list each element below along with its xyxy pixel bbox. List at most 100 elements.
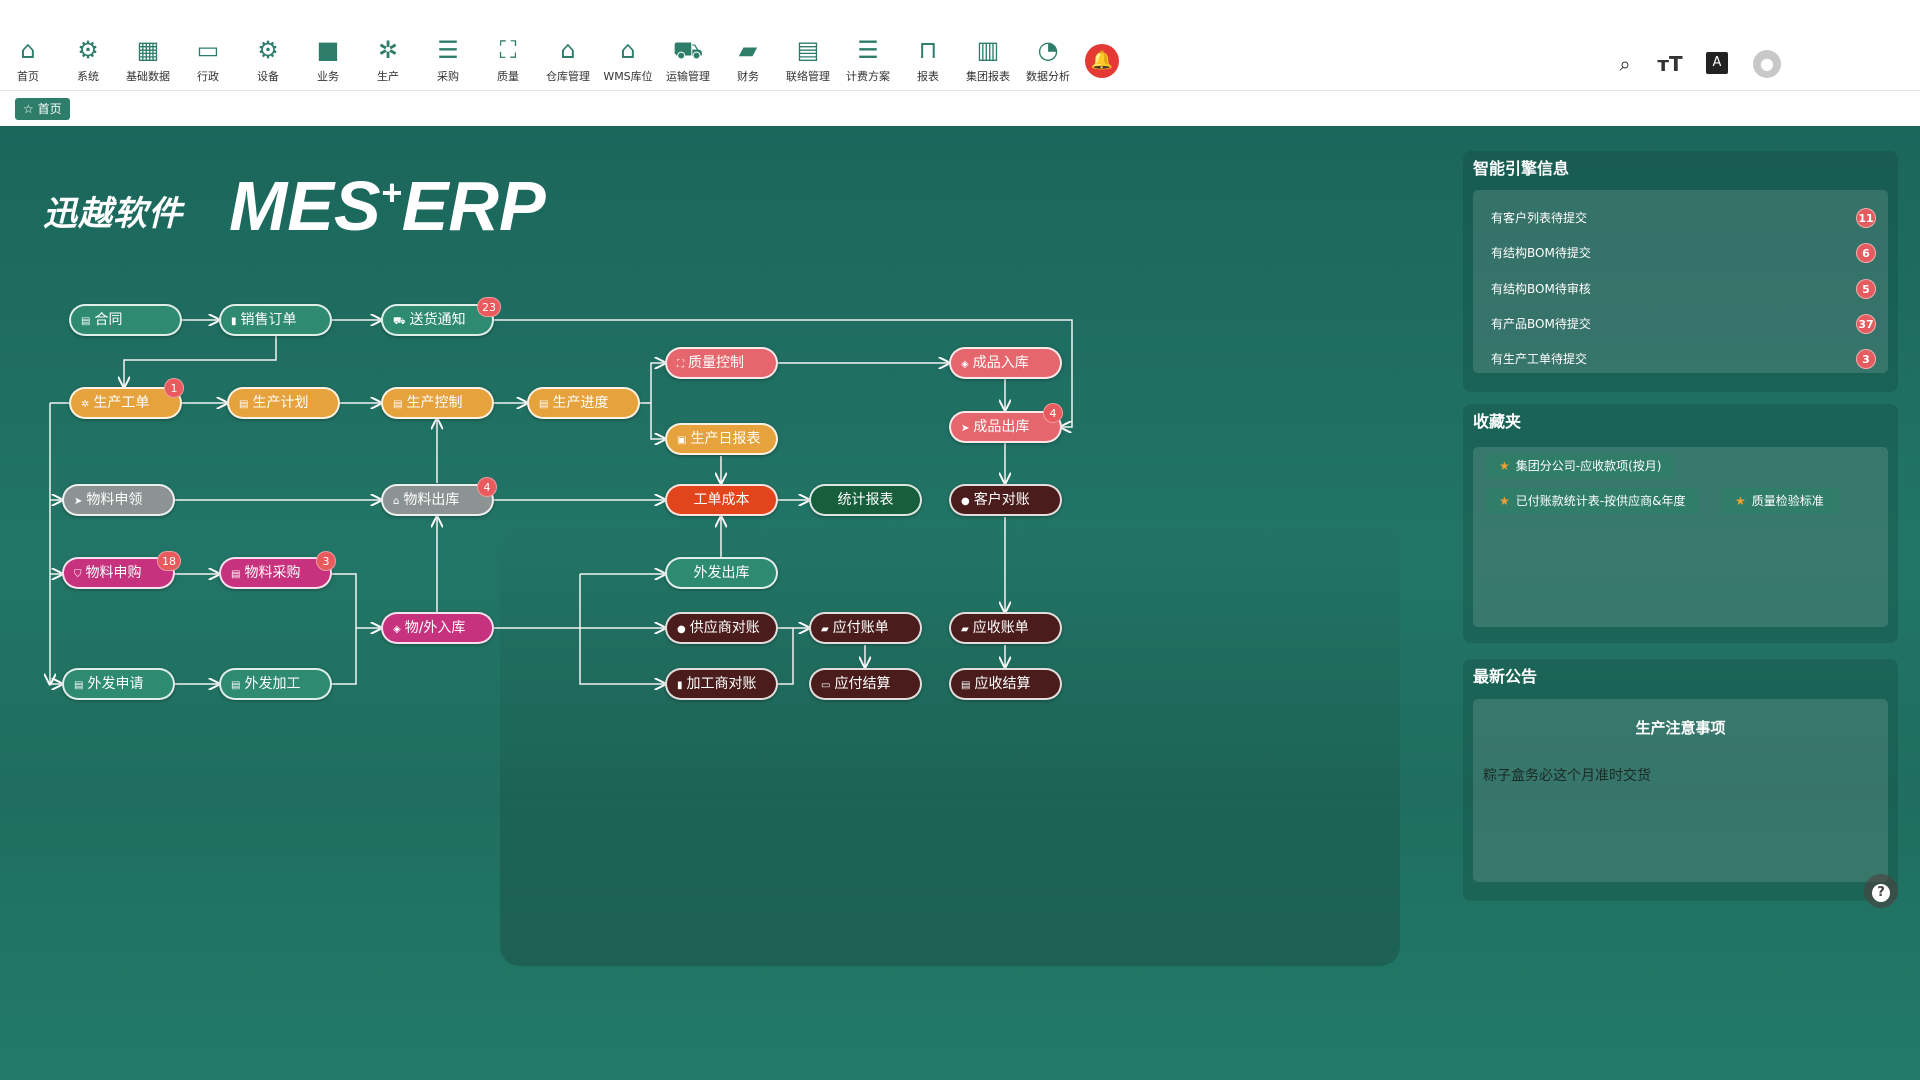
nav-production[interactable]: ✲ 生产: [358, 36, 418, 84]
node-pay-settle[interactable]: ▭ 应付结算: [809, 668, 922, 700]
office-icon: ▥: [976, 36, 1000, 64]
node-recv-settle[interactable]: ▤ 应收结算: [949, 668, 1062, 700]
translate-icon[interactable]: A: [1706, 52, 1728, 74]
scan-icon: ⛶: [499, 36, 517, 64]
presentation-icon: ⊓: [918, 36, 938, 64]
badge-delivery-notice: 23: [477, 297, 501, 317]
node-wo-cost[interactable]: 工单成本: [665, 484, 778, 516]
nav-group-reports[interactable]: ▥ 集团报表: [958, 36, 1018, 84]
node-daily-report[interactable]: ▣ 生产日报表: [665, 423, 778, 455]
avatar-icon[interactable]: ●: [1753, 50, 1781, 78]
count-badge: 11: [1856, 208, 1876, 228]
cart-icon: ⛉: [74, 569, 82, 580]
list-icon: ▤: [393, 399, 403, 410]
nav-billing[interactable]: ☰ 计费方案: [838, 36, 898, 84]
document-icon: ▤: [81, 316, 91, 327]
node-payable[interactable]: ▰ 应付账单: [809, 612, 922, 644]
node-prod-progress[interactable]: ▤ 生产进度: [527, 387, 640, 419]
node-processor-recon[interactable]: ▮ 加工商对账: [665, 668, 778, 700]
font-size-icon[interactable]: тT: [1657, 52, 1683, 76]
favorite-item[interactable]: ★ 已付账款统计表-按供应商&年度: [1485, 488, 1700, 514]
favorite-item[interactable]: ★ 集团分公司-应收款项(按月): [1485, 453, 1676, 479]
node-mat-request[interactable]: ➤ 物料申领: [62, 484, 175, 516]
nav-equipment[interactable]: ⚙ 设备: [238, 36, 298, 84]
notice-panel: 最新公告 生产注意事项 粽子盒务必这个月准时交货: [1463, 659, 1898, 901]
nav-wms[interactable]: ⌂ WMS库位: [598, 36, 658, 84]
building-icon: ▦: [136, 36, 160, 64]
logo-product: MES+ERP: [229, 167, 546, 245]
star-icon: ★: [1499, 494, 1510, 508]
favorite-item[interactable]: ★ 质量检验标准: [1721, 488, 1838, 514]
node-prod-plan[interactable]: ▤ 生产计划: [227, 387, 340, 419]
nav-warehouse[interactable]: ⌂ 仓库管理: [538, 36, 598, 84]
node-prod-control[interactable]: ▤ 生产控制: [381, 387, 494, 419]
node-outsource-apply[interactable]: ▤ 外发申请: [62, 668, 175, 700]
warehouse-icon: ⌂: [560, 36, 576, 64]
nav-data-analysis[interactable]: ◔ 数据分析: [1018, 36, 1078, 84]
gear-icon: ⚙: [257, 36, 279, 64]
search-icon[interactable]: ⌕: [1619, 52, 1631, 76]
count-badge: 5: [1856, 279, 1876, 299]
notice-card[interactable]: 生产注意事项 粽子盒务必这个月准时交货: [1473, 699, 1888, 882]
node-outsource-process[interactable]: ▤ 外发加工: [219, 668, 332, 700]
node-contract[interactable]: ▤ 合同: [69, 304, 182, 336]
engine-panel: 智能引擎信息 有客户列表待提交 11 有结构BOM待提交 6 有结构BOM待审核 5 …: [1463, 151, 1898, 392]
briefcase-icon: ■: [316, 36, 340, 64]
nav-purchase[interactable]: ☰ 采购: [418, 36, 478, 84]
form-icon: ▤: [74, 680, 84, 691]
nav-system[interactable]: ⚙ 系统: [58, 36, 118, 84]
count-badge: 37: [1856, 314, 1876, 334]
tab-home[interactable]: ☆ 首页: [15, 98, 70, 120]
engine-item[interactable]: 有生产工单待提交 3: [1491, 347, 1876, 371]
nav-contact[interactable]: ▤ 联络管理: [778, 36, 838, 84]
star-icon: ☆: [23, 102, 38, 116]
node-stats-report[interactable]: 统计报表: [809, 484, 922, 516]
node-work-order[interactable]: ✲ 生产工单: [69, 387, 182, 419]
background-building-image: [500, 516, 1400, 966]
favorites-panel: 收藏夹 ★ 集团分公司-应收款项(按月) ★ 已付账款统计表-按供应商&年度 ★ 质量…: [1463, 404, 1898, 643]
node-receivable[interactable]: ▰ 应收账单: [949, 612, 1062, 644]
engine-item[interactable]: 有产品BOM待提交 37: [1491, 312, 1876, 336]
engine-item[interactable]: 有结构BOM待审核 5: [1491, 277, 1876, 301]
node-sales-order[interactable]: ▮ 销售订单: [219, 304, 332, 336]
favorites-title: 收藏夹: [1473, 412, 1522, 431]
nav-home[interactable]: ⌂ 首页: [0, 36, 58, 84]
node-in-stock[interactable]: ◈ 物/外入库: [381, 612, 494, 644]
star-icon: ★: [1735, 494, 1746, 508]
box-icon: ◈: [961, 359, 969, 370]
report-icon: ▣: [677, 435, 687, 446]
node-mat-out[interactable]: ⌂ 物料出库: [381, 484, 494, 516]
node-fg-in[interactable]: ◈ 成品入库: [949, 347, 1062, 379]
node-customer-recon[interactable]: ● 客户对账: [949, 484, 1062, 516]
engine-item[interactable]: 有结构BOM待提交 6: [1491, 241, 1876, 265]
chat-icon: ▤: [796, 36, 820, 64]
nav-reports[interactable]: ⊓ 报表: [898, 36, 958, 84]
ship-icon: ➤: [961, 423, 970, 434]
wallet-icon: ▰: [738, 36, 758, 64]
question-icon: ?: [1872, 884, 1890, 902]
clipboard-icon: ☰: [437, 36, 459, 64]
nav-basic-data[interactable]: ▦ 基础数据: [118, 36, 178, 84]
truck-icon: ⛟: [393, 316, 406, 327]
node-supplier-recon[interactable]: ● 供应商对账: [665, 612, 778, 644]
nav-quality[interactable]: ⛶ 质量: [478, 36, 538, 84]
node-quality-control[interactable]: ⛶ 质量控制: [665, 347, 778, 379]
engine-item[interactable]: 有客户列表待提交 11: [1491, 206, 1876, 230]
nav-finance[interactable]: ▰ 财务: [718, 36, 778, 84]
bill-icon: ▰: [821, 624, 829, 635]
node-mat-apply[interactable]: ⛉ 物料申购: [62, 557, 175, 589]
node-delivery-notice[interactable]: ⛟ 送货通知: [381, 304, 494, 336]
help-button[interactable]: ?: [1864, 874, 1898, 908]
gears-icon: ✲: [81, 399, 90, 410]
truck-icon: ⛟: [672, 36, 704, 64]
warehouse-icon: ⌂: [620, 36, 636, 64]
process-flow: ▤ 合同 ▮ 销售订单 ⛟ 送货通知 23 ✲ 生产工单 1 ▤ 生产计划 ▤ 生产控制 ▤…: [0, 126, 1200, 1080]
node-outsource-ship[interactable]: 外发出库: [665, 557, 778, 589]
nav-business[interactable]: ■ 业务: [298, 36, 358, 84]
badge-work-order: 1: [164, 378, 184, 398]
pie-chart-icon: ◔: [1037, 36, 1059, 64]
node-mat-purchase[interactable]: ▤ 物料采购: [219, 557, 332, 589]
nav-admin[interactable]: ▭ 行政: [178, 36, 238, 84]
nav-transport[interactable]: ⛟ 运输管理: [658, 36, 718, 84]
bell-icon[interactable]: 🔔: [1085, 44, 1119, 78]
